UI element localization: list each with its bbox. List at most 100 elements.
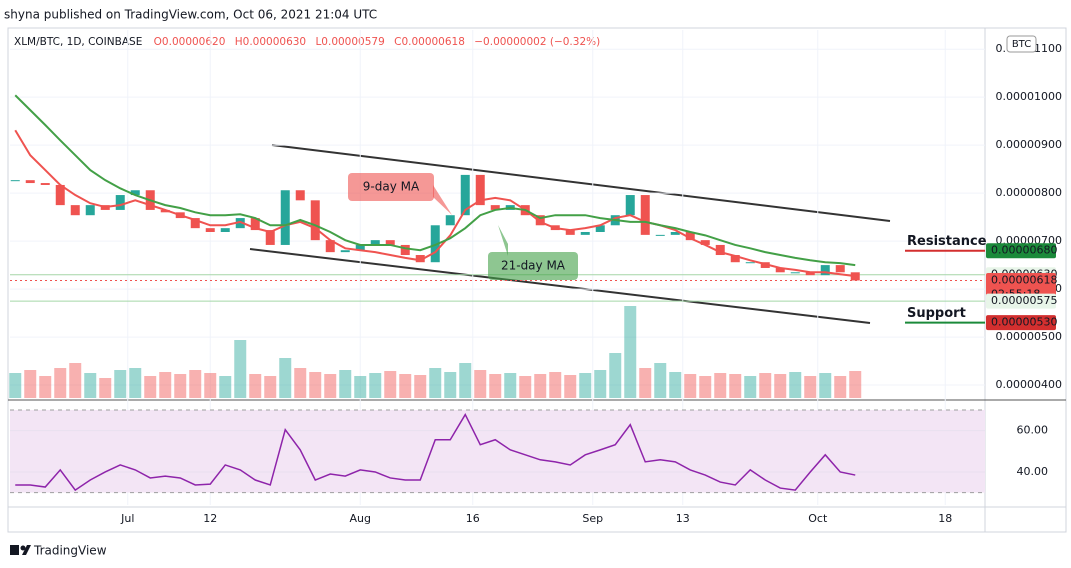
volume-bar — [654, 363, 667, 398]
price-badge — [986, 293, 1056, 309]
price-badge-label: 0.00000530 — [991, 316, 1057, 329]
rsi-line — [15, 412, 856, 492]
volume-bar — [234, 340, 247, 398]
moving-average — [14, 94, 856, 267]
candle-body — [490, 205, 500, 210]
callout-pointer — [498, 225, 508, 256]
candle-body — [700, 240, 710, 245]
volume-bar — [309, 372, 322, 398]
candle-body — [580, 231, 590, 235]
candle-body — [535, 215, 545, 226]
volume-bar — [789, 372, 802, 398]
volume-bar — [804, 376, 817, 398]
volume-bar — [129, 368, 142, 398]
volume-bar — [324, 374, 337, 398]
x-tick-label: Sep — [582, 512, 603, 525]
close: C0.00000618 — [394, 36, 465, 48]
volume-bar — [624, 306, 637, 398]
candle-body — [685, 231, 695, 241]
candle-body — [220, 228, 230, 232]
volume-bar — [834, 376, 847, 398]
callout-label: 9-day MA — [363, 180, 420, 194]
volume-bar — [114, 370, 127, 398]
price-badge — [986, 243, 1056, 259]
ma-callout: 21-day MA — [488, 225, 578, 280]
candle-body — [670, 231, 680, 235]
volume-bar — [279, 358, 292, 398]
volume-bar — [474, 370, 487, 398]
volume-bar — [414, 375, 427, 398]
volume-bar — [204, 373, 217, 398]
volume-bar — [249, 374, 262, 398]
price-badge — [986, 315, 1056, 331]
candle-body — [595, 225, 605, 232]
change: −0.00000002 (−0.32%) — [474, 36, 600, 48]
volume-bar — [639, 368, 652, 398]
candle-body — [625, 195, 635, 216]
candle-body — [370, 240, 380, 245]
y-tick-label: 0.00001000 — [996, 90, 1062, 103]
candle-body — [460, 174, 470, 216]
volume-bar — [774, 374, 787, 398]
logo-dot — [20, 545, 26, 551]
candle-body — [790, 272, 800, 274]
candle-body — [835, 265, 845, 273]
volume-bar — [594, 370, 607, 398]
candle-body — [400, 244, 410, 256]
volume-bar — [699, 376, 712, 398]
volume-bar — [519, 376, 532, 398]
low: L0.00000579 — [315, 36, 384, 48]
volume-bar — [819, 373, 832, 398]
volume-bar — [534, 374, 547, 398]
volume-bar — [339, 370, 352, 398]
volume-bar — [219, 376, 232, 398]
volume-bar — [504, 373, 517, 398]
candle-body — [130, 190, 140, 196]
candle-body — [280, 190, 290, 245]
candle-body — [190, 218, 200, 229]
candle-body — [205, 228, 215, 232]
y-tick-label: 0.00000800 — [996, 186, 1062, 199]
candle-body — [850, 272, 860, 281]
channel-upper — [271, 144, 891, 222]
candle-body — [730, 255, 740, 263]
candle-body — [355, 244, 365, 251]
symbol: XLM/BTC, 1D, COINBASE — [14, 36, 142, 48]
candle-body — [85, 205, 95, 216]
volume-bar — [159, 372, 172, 398]
volume-bar — [9, 373, 22, 398]
y-tick-label: 0.00000400 — [996, 378, 1062, 391]
moving-average — [14, 129, 856, 278]
volume-bar — [429, 368, 442, 398]
symbol-line: XLM/BTC, 1D, COINBASE O0.00000620 H0.000… — [14, 36, 600, 48]
callout-pointer — [433, 185, 452, 215]
candle-body — [430, 225, 440, 263]
volume-bar — [189, 370, 202, 398]
candle-body — [55, 184, 65, 206]
chart-frame — [7, 27, 1067, 533]
y-tick-label: 40.00 — [1017, 465, 1049, 478]
logo-slash — [22, 545, 31, 555]
open: O0.00000620 — [154, 36, 226, 48]
volume-bar — [849, 371, 862, 398]
volume-bar — [369, 373, 382, 398]
volume-bar — [669, 372, 682, 398]
volume-bar — [489, 374, 502, 398]
currency-box — [1006, 35, 1037, 53]
volume-bar — [39, 376, 52, 398]
volume-bar — [24, 370, 37, 398]
candle-body — [745, 262, 755, 264]
y-tick-label: 0.00000900 — [996, 138, 1062, 151]
volume-bar — [399, 374, 412, 398]
candle-body — [40, 183, 50, 185]
volume-bar — [729, 374, 742, 398]
candle-body — [160, 209, 170, 213]
candle-body — [775, 267, 785, 273]
volume-bar — [684, 374, 697, 398]
candle-body — [295, 190, 305, 201]
volume-bar — [294, 368, 307, 398]
x-tick-label: 18 — [938, 512, 952, 525]
volume-bar — [549, 372, 562, 398]
ma-callout: 9-day MA — [348, 173, 452, 215]
